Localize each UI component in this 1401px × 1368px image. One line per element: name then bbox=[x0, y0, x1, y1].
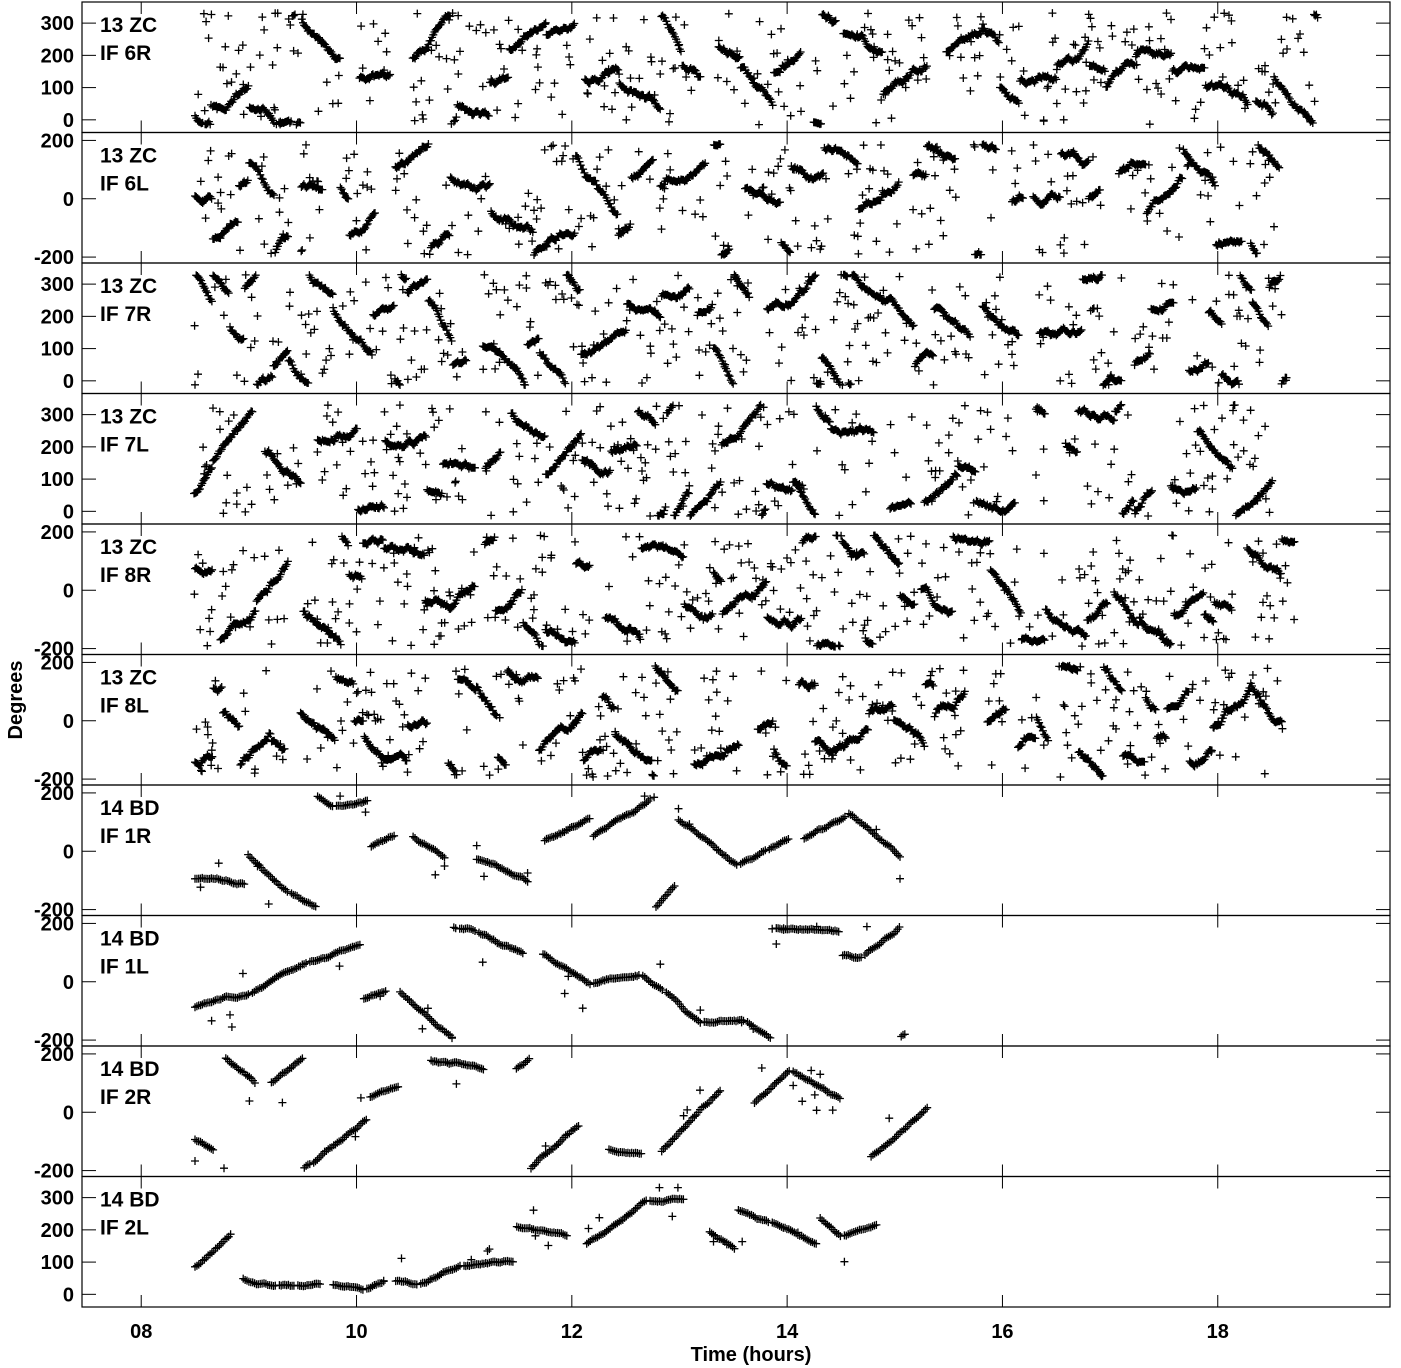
y-tick-label: 200 bbox=[41, 437, 74, 459]
data-points bbox=[191, 922, 909, 1043]
panel-source-label: 13 ZC bbox=[100, 14, 157, 37]
y-tick-label: 0 bbox=[63, 110, 74, 132]
panel-source-label: 14 BD bbox=[100, 797, 160, 820]
y-tick-label: 100 bbox=[41, 469, 74, 491]
y-tick-label: 0 bbox=[63, 189, 74, 211]
y-axis-label: Degrees bbox=[5, 661, 27, 740]
x-axis-label: Time (hours) bbox=[691, 1344, 812, 1366]
panel-3: 0 100 200 300 13 ZC IF 7R bbox=[41, 262, 1391, 395]
y-tick-label: 200 bbox=[41, 1044, 74, 1066]
panel-frame bbox=[81, 1045, 1391, 1178]
y-tick-label: 200 bbox=[41, 45, 74, 67]
panel-source-label: 14 BD bbox=[100, 1189, 160, 1212]
y-tick-label: 0 bbox=[63, 1284, 74, 1306]
panel-if-label: IF 7L bbox=[100, 434, 149, 457]
x-tick-label: 18 bbox=[1207, 1321, 1229, 1343]
panel-source-label: 14 BD bbox=[100, 928, 160, 951]
panel-7: -200 0 200 14 BD IF 1R bbox=[34, 783, 1391, 922]
y-tick-label: 0 bbox=[63, 841, 74, 863]
y-tick-label: 300 bbox=[41, 13, 74, 35]
y-tick-label: 100 bbox=[41, 1252, 74, 1274]
y-tick-label: 200 bbox=[41, 130, 74, 152]
y-tick-label: 100 bbox=[41, 339, 74, 361]
panel-9: -200 0 200 14 BD IF 2R bbox=[34, 1044, 1391, 1183]
y-tick-label: 300 bbox=[41, 274, 74, 296]
data-points bbox=[191, 1183, 881, 1294]
y-tick-label: -200 bbox=[34, 1161, 74, 1183]
y-tick-label: 0 bbox=[63, 1102, 74, 1124]
y-tick-label: 200 bbox=[41, 652, 74, 674]
panel-5: -200 0 200 13 ZC IF 8R bbox=[34, 522, 1391, 661]
y-tick-label: 200 bbox=[41, 783, 74, 805]
panel-source-label: 14 BD bbox=[100, 1058, 160, 1081]
y-tick-label: 0 bbox=[63, 972, 74, 994]
y-tick-label: 200 bbox=[41, 522, 74, 544]
y-tick-label: -200 bbox=[34, 639, 74, 661]
panel-2: -200 0 200 13 ZC IF 6L bbox=[34, 130, 1391, 269]
data-points bbox=[191, 792, 904, 911]
y-tick-label: 300 bbox=[41, 405, 74, 427]
panel-frame bbox=[81, 1175, 1391, 1308]
panel-source-label: 13 ZC bbox=[100, 145, 157, 168]
y-tick-label: 100 bbox=[41, 78, 74, 100]
data-points bbox=[190, 531, 1299, 651]
data-points bbox=[190, 270, 1291, 390]
y-tick-label: 0 bbox=[63, 711, 74, 733]
panel-if-label: IF 6L bbox=[100, 173, 149, 196]
y-tick-label: 200 bbox=[41, 306, 74, 328]
panel-if-label: IF 6R bbox=[100, 42, 151, 65]
y-tick-label: 0 bbox=[63, 580, 74, 602]
panel-if-label: IF 7R bbox=[100, 303, 151, 326]
panel-8: -200 0 200 14 BD IF 1L bbox=[34, 913, 1391, 1052]
x-tick-label: 14 bbox=[776, 1321, 799, 1343]
panel-if-label: IF 8R bbox=[100, 564, 151, 587]
panel-if-label: IF 8L bbox=[100, 695, 149, 718]
x-tick-label: 16 bbox=[991, 1321, 1013, 1343]
y-tick-label: -200 bbox=[34, 900, 74, 922]
panel-if-label: IF 2R bbox=[100, 1086, 151, 1109]
panel-source-label: 13 ZC bbox=[100, 275, 157, 298]
panel-4: 0 100 200 300 13 ZC IF 7L bbox=[41, 392, 1391, 525]
panel-source-label: 13 ZC bbox=[100, 667, 157, 690]
data-points bbox=[191, 140, 1284, 259]
panel-6: -200 0 200 13 ZC IF 8L bbox=[34, 652, 1391, 791]
x-tick-label: 12 bbox=[561, 1321, 583, 1343]
panel-10: 0 100 200 300 14 BD IF 2L bbox=[41, 1175, 1391, 1308]
panel-source-label: 13 ZC bbox=[100, 536, 157, 559]
y-tick-label: 200 bbox=[41, 913, 74, 935]
y-tick-label: -200 bbox=[34, 769, 74, 791]
y-tick-label: -200 bbox=[34, 247, 74, 269]
data-points bbox=[191, 1054, 932, 1173]
y-tick-label: -200 bbox=[34, 1030, 74, 1052]
panel-frame bbox=[81, 914, 1391, 1047]
panel-if-label: IF 1L bbox=[100, 956, 149, 979]
panel-if-label: IF 1R bbox=[100, 825, 151, 848]
panel-frame bbox=[81, 784, 1391, 917]
x-tick-label: 08 bbox=[130, 1321, 152, 1343]
y-tick-label: 0 bbox=[63, 371, 74, 393]
panel-source-label: 13 ZC bbox=[100, 406, 157, 429]
panel-frame bbox=[81, 392, 1391, 525]
panel-if-label: IF 2L bbox=[100, 1217, 149, 1240]
y-tick-label: 200 bbox=[41, 1220, 74, 1242]
y-tick-label: 0 bbox=[63, 501, 74, 523]
x-tick-label: 10 bbox=[345, 1321, 367, 1343]
data-points bbox=[190, 400, 1277, 520]
y-tick-label: 300 bbox=[41, 1188, 74, 1210]
panel-1: 0 100 200 300 13 ZC IF 6R bbox=[41, 1, 1391, 134]
data-points bbox=[191, 9, 1322, 129]
data-points bbox=[191, 661, 1287, 781]
